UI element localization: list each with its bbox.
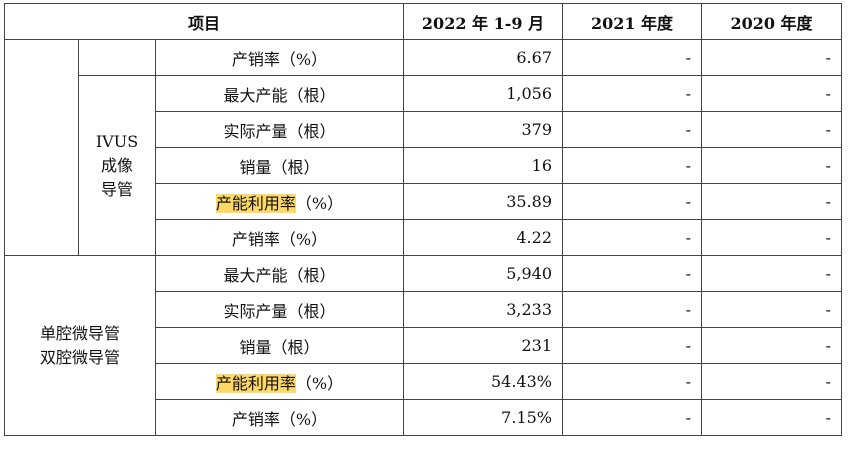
table-row: 单腔微导管 双腔微导管 最大产能（根） 5,940 - - <box>4 255 842 436</box>
table-row: 产销率（%） 4.22 - - <box>5 219 842 256</box>
value-2022: 16 <box>403 147 563 184</box>
value-2022: 5,940 <box>403 255 563 292</box>
table-row: 产能利用率（%） 35.89 - - <box>5 183 842 220</box>
value-2021: - <box>562 363 702 400</box>
value-2022: 379 <box>403 111 563 148</box>
group-label-microcatheter: 单腔微导管 双腔微导管 <box>4 255 156 436</box>
header-2020: 2020 年度 <box>701 3 842 40</box>
value-2022: 4.22 <box>403 219 563 256</box>
row-label: 产能利用率（%） <box>155 183 404 220</box>
value-2021: - <box>562 39 702 76</box>
value-2020: - <box>701 75 842 112</box>
header-row: 项目 2022 年 1-9 月 2021 年度 2020 年度 <box>4 3 842 40</box>
value-2020: - <box>701 399 842 436</box>
value-2020: - <box>701 291 842 328</box>
group-cell-top <box>4 39 79 256</box>
group-label-ivus: IVUS 成像 导管 <box>78 75 156 256</box>
row-label: 最大产能（根） <box>155 75 404 112</box>
header-2021: 2021 年度 <box>562 3 702 40</box>
value-2021: - <box>562 291 702 328</box>
value-2022: 35.89 <box>403 183 563 220</box>
header-item: 项目 <box>4 3 404 40</box>
value-2020: - <box>701 111 842 148</box>
row-label: 实际产量（根） <box>155 111 404 148</box>
value-2020: - <box>701 183 842 220</box>
value-2022: 3,233 <box>403 291 563 328</box>
subgroup-cell-blank <box>78 39 156 76</box>
value-2020: - <box>701 255 842 292</box>
row-label: 产能利用率（%） <box>155 363 404 400</box>
value-2020: - <box>701 39 842 76</box>
value-2022: 1,056 <box>403 75 563 112</box>
value-2021: - <box>562 399 702 436</box>
value-2020: - <box>701 219 842 256</box>
row-label: 最大产能（根） <box>155 255 404 292</box>
value-2021: - <box>562 111 702 148</box>
row-label: 销量（根） <box>155 147 404 184</box>
highlight-text: 产能利用率 <box>215 193 296 213</box>
value-2021: - <box>562 327 702 364</box>
row-label: 产销率（%） <box>155 39 404 76</box>
row-label: 产销率（%） <box>155 219 404 256</box>
row-label: 产销率（%） <box>155 399 404 436</box>
value-2022: 231 <box>403 327 563 364</box>
table-row: IVUS 成像 导管 最大产能（根） 1,056 - - <box>5 75 842 256</box>
value-2020: - <box>701 147 842 184</box>
value-2021: - <box>562 219 702 256</box>
table-row: 销量（根） 231 - - <box>5 327 842 364</box>
header-2022: 2022 年 1-9 月 <box>403 3 563 40</box>
row-label: 实际产量（根） <box>155 291 404 328</box>
capacity-table: 项目 2022 年 1-9 月 2021 年度 2020 年度 产销率（%） 6… <box>4 3 842 436</box>
value-2022: 7.15% <box>403 399 563 436</box>
row-label: 销量（根） <box>155 327 404 364</box>
value-2021: - <box>562 183 702 220</box>
value-2022: 6.67 <box>403 39 563 76</box>
table-row: 产销率（%） 7.15% - - <box>5 399 842 436</box>
value-2021: - <box>562 75 702 112</box>
table-row: 产销率（%） 6.67 - - <box>4 39 842 256</box>
value-2021: - <box>562 255 702 292</box>
table-row: 实际产量（根） 3,233 - - <box>5 291 842 328</box>
value-2022: 54.43% <box>403 363 563 400</box>
highlight-text: 产能利用率 <box>215 373 296 393</box>
table-row: 产能利用率（%） 54.43% - - <box>5 363 842 400</box>
value-2020: - <box>701 327 842 364</box>
table-row: 实际产量（根） 379 - - <box>5 111 842 148</box>
value-2020: - <box>701 363 842 400</box>
value-2021: - <box>562 147 702 184</box>
